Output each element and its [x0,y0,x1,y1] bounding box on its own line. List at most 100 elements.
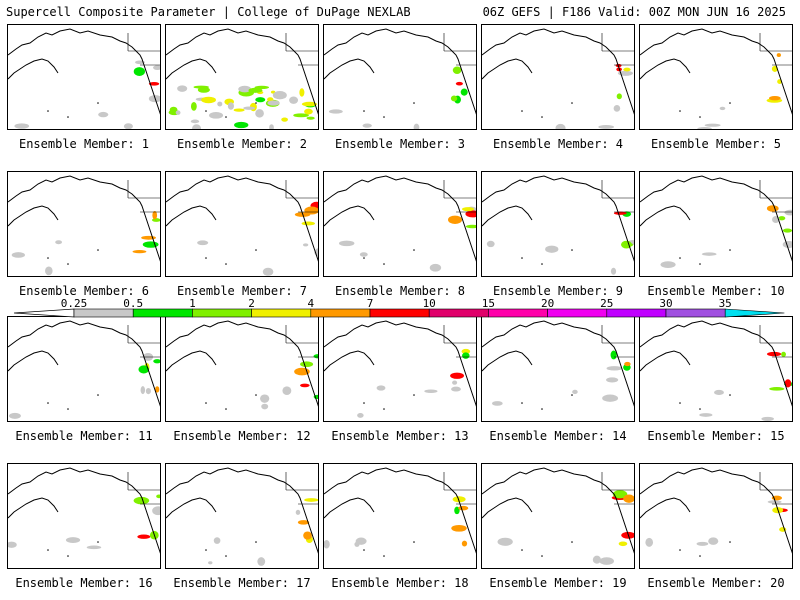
ensemble-member-label: Ensemble Member: 6 [18,284,150,298]
ensemble-map-panel [7,463,161,569]
island [413,102,415,104]
colorbar-bin [369,308,430,318]
scp-contour [461,348,471,354]
scp-contour [767,500,782,504]
coastline [482,28,634,115]
border-line [285,33,318,66]
scp-contour [98,111,109,118]
scp-contour [238,85,252,93]
scp-contour [156,494,160,499]
colorbar-tick-label: 35 [718,297,732,310]
scp-contour [299,88,305,97]
colorbar-tick-label: 1 [189,297,196,310]
scp-contour [192,124,202,129]
ensemble-map-panel [165,171,319,277]
scp-contour [190,119,200,124]
coastline [482,320,634,407]
colorbar-tick-label: 0.5 [123,297,144,310]
scp-contour [338,240,355,247]
scp-contour [209,111,224,119]
scp-contour [55,240,62,245]
scp-contour [452,380,458,385]
island [521,257,523,259]
scp-contour [555,123,566,129]
border-line [443,325,476,358]
coastline [482,58,533,80]
ensemble-member-label: Ensemble Member: 13 [331,429,469,443]
border-line [285,472,318,505]
island [383,408,385,410]
island [205,402,207,404]
scp-contour [592,555,602,564]
colorbar-tick-label: 4 [307,297,315,310]
ensemble-map-panel [639,316,793,422]
coastline [166,350,217,372]
coastline [640,205,691,227]
scp-contour [598,125,615,129]
island [97,249,99,251]
scp-contour [766,205,779,212]
coastline [640,28,792,115]
ensemble-member-label: Ensemble Member: 14 [489,429,627,443]
scp-contour [140,386,146,395]
scp-contour [701,252,717,256]
map-plot [166,467,318,566]
scp-contour [269,124,274,129]
coastline [324,205,375,227]
scp-contour [696,541,709,546]
map-plot [8,175,160,276]
ensemble-member-label: Ensemble Member: 11 [15,429,153,443]
border-line [759,33,792,66]
colorbar-left-arrow [13,308,75,318]
colorbar-bin [310,308,371,318]
map-plot [166,320,318,410]
coastline [640,497,691,519]
scp-contour [8,541,17,548]
scp-contour [255,109,264,118]
ensemble-map-panel [323,24,477,130]
coastline [640,175,792,262]
island [679,549,681,551]
ensemble-map-panel [481,171,635,277]
coastline [324,350,375,372]
island [679,257,681,259]
map-plot [8,467,160,557]
scp-contour [261,403,269,410]
scp-contour [86,545,102,550]
island [541,555,543,557]
scp-contour [151,218,160,222]
scp-contour [153,65,160,71]
scp-contour [313,354,318,359]
island [521,110,523,112]
colorbar-tick-label: 7 [366,297,374,310]
colorbar-tick-label: 25 [600,297,614,310]
scp-contour [784,379,792,388]
island [255,249,257,251]
island [571,394,573,396]
scp-contour [623,67,631,72]
border-line [601,325,634,358]
scp-contour [610,267,617,275]
coastline [8,467,160,554]
border-line [759,472,792,505]
island [413,249,415,251]
scp-contour [272,90,287,100]
scp-contour [262,267,274,276]
scp-contour [303,531,312,540]
scp-contour [141,235,156,240]
scp-contour [282,386,292,396]
island [47,110,49,112]
ensemble-map-panel [481,24,635,130]
island [541,116,543,118]
scp-contour [572,389,578,394]
map-plot [166,28,318,129]
valid-time: 06Z GEFS | F186 Valid: 00Z MON JUN 16 20… [482,5,786,19]
scp-contour [376,385,386,391]
scp-contour [152,211,158,220]
colorbar-bin [665,308,726,318]
scp-contour [602,394,619,402]
ensemble-member-label: Ensemble Member: 17 [173,576,311,590]
scp-contour [248,87,263,93]
island [729,394,731,396]
island [67,116,69,118]
